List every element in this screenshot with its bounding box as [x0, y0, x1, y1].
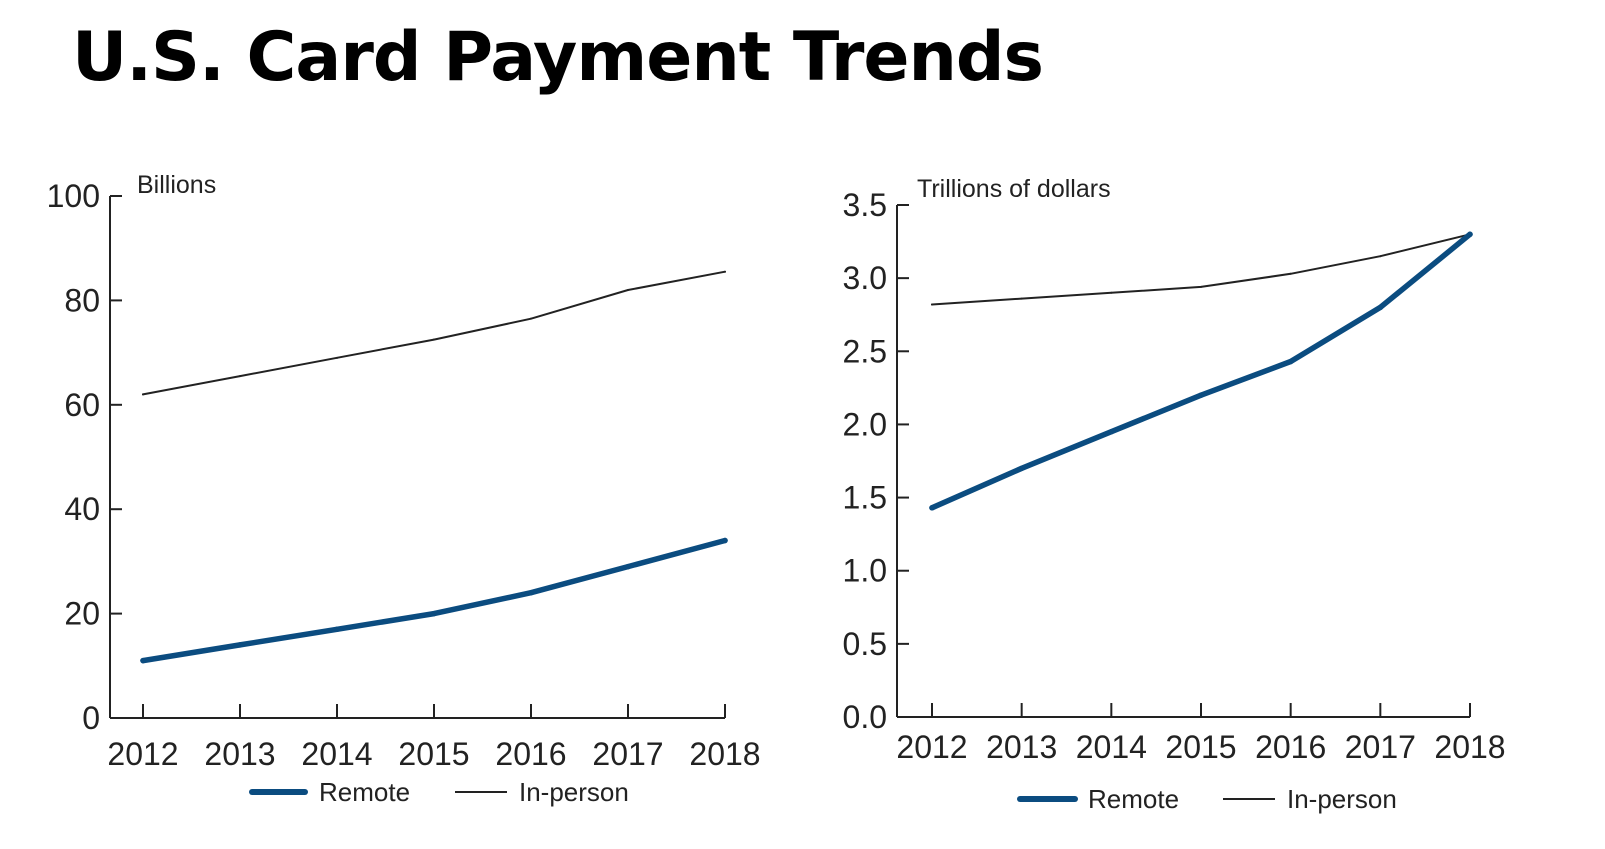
- data-point-remote: [140, 657, 146, 664]
- y-tick-label: 3.0: [843, 260, 887, 296]
- series-line-remote: [929, 231, 1473, 511]
- series-line-remote: [140, 537, 728, 664]
- data-point-in-person: [1379, 255, 1382, 258]
- y-tick-label: 20: [64, 596, 100, 632]
- x-tick-label: 2017: [1345, 729, 1416, 765]
- y-tick-label: 1.5: [843, 480, 887, 516]
- x-tick-label: 2018: [689, 736, 760, 772]
- x-tick-label: 2015: [398, 736, 469, 772]
- chart-card-count: 0 20 40 60 80 100 Billions 2012 2013 2014 2015 2016…: [40, 165, 800, 849]
- data-point-remote: [1467, 231, 1473, 238]
- y-tick-label: 0: [82, 700, 100, 736]
- data-point-in-person: [433, 338, 435, 341]
- data-point-in-person: [1020, 297, 1023, 300]
- series-line-in-person: [931, 233, 1471, 306]
- x-tick-label: 2017: [592, 736, 663, 772]
- data-point-remote: [237, 642, 243, 648]
- chart-card-count-svg: 0 20 40 60 80 100 Billions 2012 2013 2014 2015 2016…: [47, 171, 761, 807]
- legend-label-in-person: In-person: [1287, 784, 1397, 814]
- x-tick-label: 2015: [1165, 729, 1236, 765]
- data-point-in-person: [724, 270, 726, 273]
- data-point-in-person: [627, 288, 629, 291]
- y-tick-label: 1.0: [843, 553, 887, 589]
- data-point-remote: [929, 505, 935, 511]
- x-tick-label: 2014: [301, 736, 372, 772]
- y-tick-label: 80: [64, 282, 100, 318]
- legend-label-in-person: In-person: [519, 777, 629, 807]
- data-point-in-person: [530, 317, 532, 320]
- data-point-in-person: [336, 356, 338, 359]
- x-tick-label: 2013: [986, 729, 1057, 765]
- x-tick-label: 2012: [107, 736, 178, 772]
- y-tick-label: 2.5: [843, 333, 887, 369]
- data-point-remote: [1377, 304, 1384, 311]
- data-point-in-person: [1110, 291, 1113, 294]
- data-point-remote: [1287, 358, 1294, 365]
- legend-label-remote: Remote: [319, 777, 410, 807]
- series-line-in-person: [142, 270, 726, 396]
- y-tick-label: 0.0: [843, 699, 887, 735]
- x-tick-label: 2018: [1434, 729, 1505, 765]
- y-tick-label: 3.5: [843, 187, 887, 223]
- data-point-in-person: [1200, 285, 1202, 288]
- data-point-in-person: [142, 393, 144, 396]
- x-tick-label: 2013: [204, 736, 275, 772]
- y-axis-unit-label: Trillions of dollars: [917, 175, 1111, 203]
- y-axis-unit-label: Billions: [137, 171, 216, 199]
- data-point-remote: [1198, 392, 1204, 398]
- y-tick-label: 100: [47, 178, 100, 214]
- data-point-remote: [1018, 465, 1025, 472]
- data-point-remote: [334, 626, 340, 633]
- chart-card-value-svg: 0.0 0.5 1.0 1.5 2.0 2.5 3.0 3.5 Trillions of dol…: [843, 175, 1506, 814]
- y-tick-label: 2.0: [843, 406, 887, 442]
- chart-card-value: 0.0 0.5 1.0 1.5 2.0 2.5 3.0 3.5 Trillions of dol…: [830, 165, 1590, 849]
- data-point-in-person: [1289, 272, 1292, 275]
- data-point-remote: [528, 589, 534, 596]
- x-tick-label: 2012: [896, 729, 967, 765]
- x-tick-label: 2014: [1076, 729, 1147, 765]
- y-tick-label: 40: [64, 491, 100, 527]
- data-point-remote: [625, 563, 631, 570]
- x-tick-label: 2016: [495, 736, 566, 772]
- y-tick-label: 60: [64, 387, 100, 423]
- data-point-in-person: [931, 303, 933, 306]
- page-title: U.S. Card Payment Trends: [72, 18, 1044, 97]
- x-tick-label: 2016: [1255, 729, 1326, 765]
- data-point-remote: [722, 537, 728, 544]
- legend-label-remote: Remote: [1088, 784, 1179, 814]
- data-point-remote: [1108, 428, 1115, 435]
- y-tick-label: 0.5: [843, 626, 887, 662]
- data-point-in-person: [239, 375, 241, 378]
- data-point-remote: [431, 610, 437, 617]
